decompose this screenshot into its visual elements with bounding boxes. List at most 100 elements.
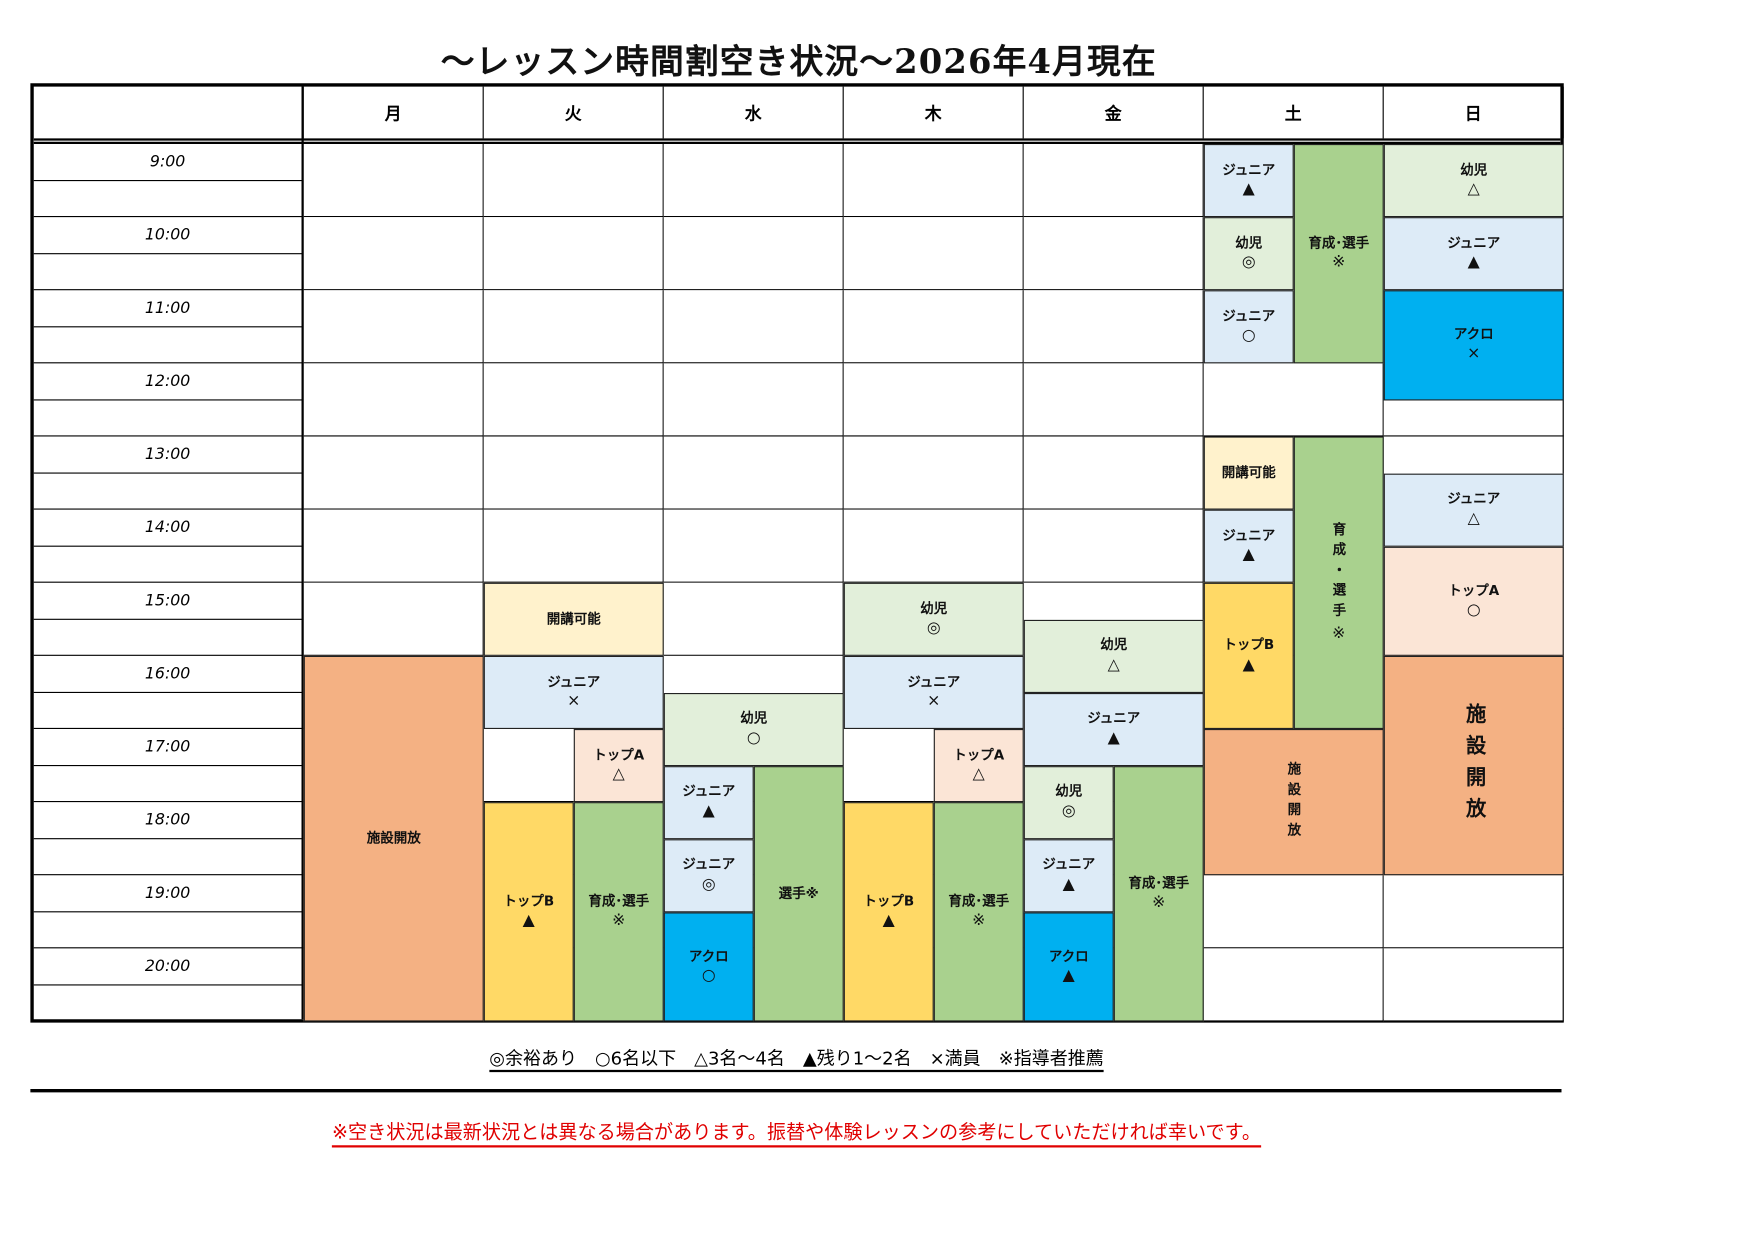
- lesson-label: 育成･選手: [1128, 874, 1190, 891]
- time-label: 16:00: [33, 656, 302, 693]
- lesson-label: ジュニア: [682, 783, 736, 800]
- availability-symbol: ※: [972, 911, 986, 930]
- lesson-label: 幼児: [1235, 235, 1263, 251]
- lesson-label: ジュニア: [1087, 710, 1141, 727]
- time-label: 13:00: [33, 437, 302, 474]
- empty-slot: [843, 217, 1024, 291]
- availability-symbol: ○: [746, 728, 761, 747]
- empty-slot: [303, 290, 484, 364]
- availability-symbol: ×: [1467, 344, 1481, 363]
- empty-slot: [1023, 217, 1204, 291]
- availability-symbol: ×: [927, 692, 941, 711]
- divider-line: [30, 1089, 1562, 1093]
- empty-slot: [843, 290, 1024, 364]
- availability-symbol: △: [972, 765, 985, 784]
- empty-slot: [1203, 948, 1384, 1022]
- lesson-label: ジュニア: [547, 673, 601, 690]
- header-corner: [34, 86, 304, 139]
- empty-slot: [483, 509, 664, 583]
- empty-slot: [303, 436, 484, 510]
- time-label: 20:00: [33, 948, 302, 985]
- lesson-label: ジュニア: [1222, 308, 1276, 324]
- availability-symbol: ▲: [702, 801, 715, 820]
- availability-symbol: ×: [567, 692, 581, 711]
- lesson-label: トップB: [1223, 637, 1275, 654]
- lesson-label: 育成･選手: [1308, 235, 1370, 251]
- lesson-label: 幼児: [1460, 161, 1488, 178]
- availability-symbol: ▲: [1062, 874, 1075, 893]
- lesson-block: ジュニア ○: [1203, 290, 1294, 364]
- lesson-block: アクロ ○: [663, 911, 754, 1022]
- legend-text: ◎余裕あり ○6名以下 △3名～4名 ▲残り1～2名 ×満員 ※指導者推薦: [489, 1047, 1104, 1073]
- lesson-label: 開講可能: [546, 611, 601, 628]
- lesson-block: 幼児 ◎: [1023, 765, 1114, 839]
- day-header: 土: [1204, 86, 1384, 139]
- time-row: [33, 327, 302, 364]
- availability-symbol: ◎: [701, 874, 716, 893]
- lesson-block: 開講可能: [483, 582, 664, 656]
- lesson-block: 選手※: [753, 765, 844, 1022]
- empty-slot: [663, 144, 844, 218]
- empty-slot: [303, 144, 484, 218]
- header-divider: [33, 138, 1561, 144]
- time-label: 14:00: [33, 510, 302, 547]
- empty-slot: [663, 436, 844, 510]
- time-row: [33, 692, 302, 729]
- lesson-block: 開講可能: [1203, 436, 1294, 510]
- lesson-block: 幼児 ◎: [1203, 217, 1294, 291]
- availability-symbol: △: [1467, 180, 1480, 199]
- empty-slot: [843, 509, 1024, 583]
- availability-symbol: ▲: [1242, 180, 1255, 199]
- day-header: 月: [304, 86, 484, 139]
- availability-symbol: ◎: [926, 618, 941, 637]
- time-label: 15:00: [33, 583, 302, 620]
- lesson-label: ジュニア: [1222, 527, 1276, 544]
- empty-slot: [663, 217, 844, 291]
- lesson-label: 幼児: [1100, 637, 1128, 654]
- lesson-label: アクロ: [688, 948, 729, 964]
- time-row: [33, 254, 302, 291]
- availability-symbol: ○: [1241, 326, 1256, 345]
- empty-slot: [1023, 290, 1204, 364]
- empty-slot: [843, 436, 1024, 510]
- time-label: 11:00: [33, 290, 302, 327]
- lesson-block: 施設開放: [1203, 729, 1384, 876]
- time-label: 17:00: [33, 729, 302, 766]
- empty-slot: [303, 509, 484, 583]
- lesson-block: ジュニア ▲: [1383, 217, 1564, 291]
- empty-slot: [1023, 436, 1204, 510]
- availability-symbol: ▲: [1062, 966, 1075, 985]
- time-label: 18:00: [33, 802, 302, 839]
- empty-slot: [1023, 363, 1204, 437]
- empty-slot: [843, 144, 1024, 218]
- availability-symbol: ▲: [1242, 655, 1255, 674]
- availability-symbol: ◎: [1241, 253, 1256, 272]
- lesson-block: ジュニア ▲: [1203, 509, 1294, 583]
- day-header: 水: [664, 86, 844, 139]
- empty-slot: [663, 509, 844, 583]
- lesson-block: 育成･選手 ※: [1293, 144, 1384, 364]
- lesson-block: 幼児 △: [1023, 619, 1204, 693]
- empty-slot: [303, 217, 484, 291]
- lesson-block: アクロ ▲: [1023, 911, 1114, 1022]
- time-row: [33, 181, 302, 218]
- lesson-block: 施設開放: [303, 655, 484, 1022]
- lesson-block: ジュニア ▲: [1023, 692, 1204, 766]
- lesson-label: ジュニア: [907, 673, 961, 690]
- empty-slot: [1383, 948, 1564, 1022]
- empty-slot: [483, 290, 664, 364]
- disclaimer-text: ※空き状況は最新状況とは異なる場合があります。振替や体験レッスンの参考にしていた…: [331, 1121, 1262, 1148]
- lesson-block: トップA △: [933, 729, 1024, 803]
- lesson-label: 施設開放: [366, 830, 421, 847]
- timetable: 月火水木金土日 9:00 10:00 11:00 12:00 13:00 14:00 15:0…: [30, 83, 1564, 1023]
- empty-slot: [483, 436, 664, 510]
- lesson-block: ジュニア ▲: [1023, 838, 1114, 912]
- lesson-block: ジュニア ▲: [663, 765, 754, 839]
- lesson-label: アクロ: [1048, 948, 1089, 964]
- lesson-label: 施設開放: [1285, 761, 1302, 843]
- availability-symbol: △: [1467, 509, 1480, 528]
- availability-symbol: ○: [1466, 600, 1481, 619]
- availability-symbol: ▲: [1467, 253, 1480, 272]
- availability-symbol: ※: [612, 911, 626, 930]
- empty-slot: [483, 144, 664, 218]
